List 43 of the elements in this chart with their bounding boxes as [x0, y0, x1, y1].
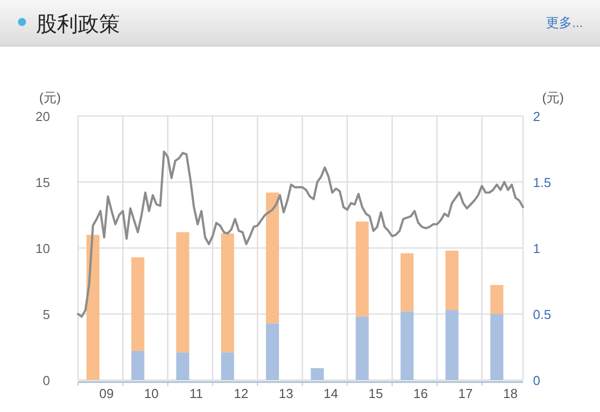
bar — [221, 233, 234, 352]
bar — [310, 368, 324, 380]
y2-tick-label: 1 — [533, 241, 540, 256]
bar — [266, 192, 279, 324]
bar — [400, 253, 414, 312]
x-tick-label: 11 — [190, 386, 204, 401]
y-tick-label: 5 — [42, 307, 50, 322]
x-tick-label: 14 — [324, 386, 338, 401]
y-tick-label: 15 — [36, 175, 50, 190]
x-tick-label: 12 — [234, 386, 248, 401]
x-tick-label: 09 — [99, 386, 114, 401]
y2-tick-label: 0.5 — [533, 307, 552, 322]
y2-tick-label: 2 — [533, 109, 540, 124]
x-tick-label: 15 — [368, 386, 384, 401]
bar — [445, 310, 458, 380]
y-tick-label: 10 — [36, 241, 50, 256]
y-tick-label: 20 — [36, 109, 50, 124]
bar — [490, 284, 504, 314]
y2-tick-label: 0 — [533, 373, 540, 388]
y2-tick-label: 1.5 — [533, 175, 552, 190]
x-tick-label: 18 — [503, 386, 518, 401]
x-tick-label: 17 — [458, 386, 473, 401]
chart-title: 股利政策 — [36, 13, 120, 36]
line-series — [76, 150, 524, 318]
x-tick-label: 16 — [413, 386, 428, 401]
bar — [356, 316, 369, 380]
x-tick-label: 10 — [144, 386, 159, 401]
bar — [445, 250, 458, 310]
x-tick-label: 13 — [278, 386, 294, 401]
text: 更多... — [546, 15, 583, 30]
bar — [86, 234, 100, 380]
bar — [221, 352, 234, 380]
bar — [131, 257, 144, 351]
y-tick-label: 0 — [42, 373, 50, 388]
y-axis-title: (元) — [39, 90, 61, 105]
bar — [266, 323, 279, 380]
bar — [490, 314, 504, 380]
y2-axis-title: (元) — [542, 90, 564, 105]
bar — [400, 311, 414, 380]
bar — [356, 222, 369, 317]
bar — [176, 232, 190, 352]
bar — [131, 350, 144, 380]
bar — [176, 352, 190, 380]
